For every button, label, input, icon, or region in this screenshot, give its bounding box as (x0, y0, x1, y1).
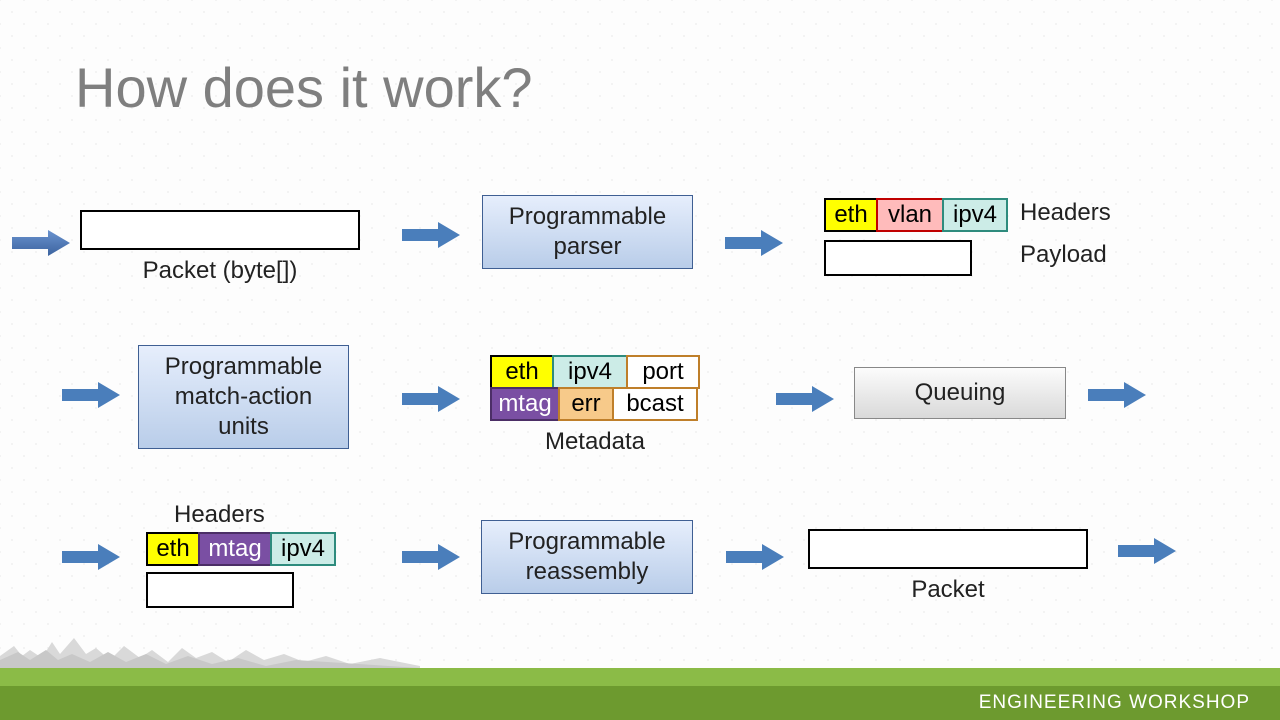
footer: ENGINEERING WORKSHOP (0, 668, 1280, 720)
cell-mtag: mtag (490, 387, 560, 421)
footer-main: ENGINEERING WORKSHOP (0, 686, 1280, 720)
headers-label-2: Headers (146, 500, 346, 530)
metadata-row-2: mtag err bcast (490, 387, 700, 421)
cell-err: err (558, 387, 614, 421)
arrow-icon (402, 220, 460, 250)
payload-label: Payload (1020, 240, 1107, 270)
arrow-icon (62, 380, 120, 410)
skyline-decoration (0, 628, 420, 668)
headers-reassembly-group: Headers eth mtag ipv4 (146, 500, 346, 608)
tag-ipv4-2: ipv4 (270, 532, 336, 566)
packet-output-box (808, 529, 1088, 569)
cell-eth: eth (490, 355, 554, 389)
match-action-box: Programmable match-action units (138, 345, 349, 449)
cell-port: port (626, 355, 700, 389)
arrow-icon (776, 384, 834, 414)
tag-eth-2: eth (146, 532, 200, 566)
arrow-icon (1118, 536, 1176, 566)
arrow-icon (402, 384, 460, 414)
arrow-icon (62, 542, 120, 572)
metadata-group: eth ipv4 port mtag err bcast Metadata (490, 355, 700, 457)
payload-box (824, 240, 972, 276)
slide-title: How does it work? (75, 55, 533, 120)
packet-input-label: Packet (byte[]) (80, 256, 360, 286)
reassembly-label: Programmable reassembly (508, 527, 665, 587)
reassembly-box: Programmable reassembly (481, 520, 693, 594)
tag-vlan: vlan (876, 198, 944, 232)
footer-text: ENGINEERING WORKSHOP (979, 692, 1250, 714)
footer-accent (0, 668, 1280, 686)
packet-output-group: Packet (808, 529, 1088, 605)
queuing-box: Queuing (854, 367, 1066, 419)
headers-label: Headers (1020, 198, 1111, 228)
cell-ipv4: ipv4 (552, 355, 628, 389)
parser-box: Programmable parser (482, 195, 693, 269)
arrow-icon (12, 228, 70, 258)
parser-label: Programmable parser (509, 202, 666, 262)
payload-box-2 (146, 572, 294, 608)
header-tag-row-2: eth mtag ipv4 (146, 532, 346, 566)
tag-eth: eth (824, 198, 878, 232)
tag-ipv4: ipv4 (942, 198, 1008, 232)
arrow-icon (1088, 380, 1146, 410)
cell-bcast: bcast (612, 387, 698, 421)
queuing-label: Queuing (915, 378, 1006, 408)
packet-output-label: Packet (808, 575, 1088, 605)
match-action-label: Programmable match-action units (165, 352, 322, 442)
header-tag-row: eth vlan ipv4 (824, 198, 1008, 232)
arrow-icon (725, 228, 783, 258)
arrow-icon (726, 542, 784, 572)
metadata-row-1: eth ipv4 port (490, 355, 700, 389)
metadata-label: Metadata (490, 427, 700, 457)
tag-mtag-2: mtag (198, 532, 272, 566)
packet-input-box (80, 210, 360, 250)
arrow-icon (402, 542, 460, 572)
headers-output-group: eth vlan ipv4 (824, 198, 1008, 276)
packet-input-group: Packet (byte[]) (80, 210, 360, 286)
